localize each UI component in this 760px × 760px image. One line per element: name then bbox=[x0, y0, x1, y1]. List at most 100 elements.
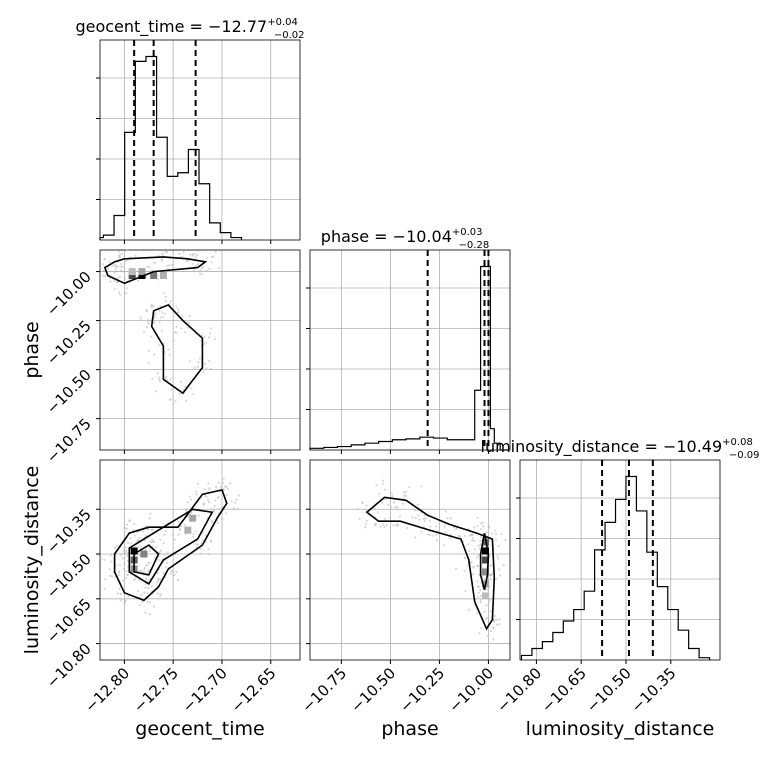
sample-point bbox=[477, 554, 480, 557]
sample-point bbox=[495, 623, 498, 626]
sample-point bbox=[161, 252, 164, 255]
sample-point bbox=[210, 255, 214, 259]
sample-point bbox=[121, 557, 124, 560]
sample-point bbox=[119, 293, 122, 296]
sample-point bbox=[177, 310, 180, 314]
histogram-steps bbox=[99, 55, 243, 240]
sample-point bbox=[207, 553, 210, 556]
sample-point bbox=[170, 388, 173, 391]
sample-point bbox=[502, 564, 505, 567]
sample-point bbox=[374, 522, 377, 525]
sample-point bbox=[206, 269, 209, 272]
sample-point bbox=[114, 265, 117, 268]
sample-point bbox=[190, 387, 193, 390]
sample-point bbox=[479, 528, 482, 531]
sample-point bbox=[213, 338, 216, 341]
sample-point bbox=[110, 560, 113, 563]
sample-point bbox=[364, 522, 367, 526]
sample-point bbox=[427, 533, 430, 536]
sample-point bbox=[477, 585, 480, 588]
sample-point bbox=[184, 509, 188, 512]
sample-point bbox=[402, 490, 406, 494]
sample-point bbox=[143, 568, 146, 571]
sample-point bbox=[103, 275, 107, 278]
sample-point bbox=[483, 610, 486, 613]
sample-point bbox=[225, 493, 228, 497]
sample-point bbox=[126, 554, 129, 558]
sample-point bbox=[124, 546, 127, 549]
sample-point bbox=[128, 520, 131, 523]
sample-point bbox=[164, 377, 167, 380]
sample-point bbox=[143, 331, 146, 334]
y-tick-label: −10.00 bbox=[43, 268, 95, 320]
sample-point bbox=[119, 592, 122, 595]
sample-point bbox=[196, 254, 199, 257]
sample-point bbox=[166, 264, 169, 267]
sample-point bbox=[495, 618, 498, 621]
sample-point bbox=[477, 544, 480, 548]
sample-point bbox=[124, 551, 127, 554]
sample-point bbox=[435, 525, 438, 528]
sample-point bbox=[196, 543, 200, 546]
sample-point bbox=[498, 623, 501, 626]
sample-point bbox=[203, 335, 206, 338]
sample-point bbox=[464, 590, 467, 593]
y-tick-label: −10.35 bbox=[43, 505, 95, 557]
axes-frame bbox=[99, 459, 301, 661]
sample-point bbox=[146, 591, 149, 594]
sample-point bbox=[153, 353, 156, 356]
sample-point bbox=[378, 492, 381, 495]
sample-point bbox=[495, 577, 498, 580]
sample-point bbox=[168, 354, 171, 357]
sample-point bbox=[208, 359, 211, 363]
sample-point bbox=[230, 500, 233, 503]
sample-point bbox=[159, 595, 162, 598]
sample-point bbox=[169, 377, 173, 380]
sample-point bbox=[118, 250, 121, 253]
sample-point bbox=[403, 494, 406, 497]
sample-point bbox=[143, 591, 146, 594]
y-tick-label: −10.25 bbox=[43, 317, 95, 369]
sample-point bbox=[116, 592, 119, 595]
sample-point bbox=[491, 532, 494, 535]
sample-point bbox=[205, 495, 208, 498]
sample-point bbox=[160, 330, 163, 333]
sample-point bbox=[192, 535, 195, 538]
sample-point bbox=[392, 524, 395, 527]
sample-point bbox=[236, 507, 239, 510]
sample-point bbox=[139, 318, 142, 321]
x-tick-label: −10.00 bbox=[445, 664, 497, 716]
sample-point bbox=[200, 552, 203, 555]
sample-point bbox=[179, 380, 182, 383]
sample-point bbox=[468, 534, 471, 537]
sample-point bbox=[443, 525, 446, 528]
sample-point bbox=[174, 400, 177, 403]
sample-point bbox=[139, 545, 143, 548]
sample-point bbox=[102, 263, 105, 266]
sample-point bbox=[492, 638, 495, 641]
sample-point bbox=[178, 527, 181, 531]
sample-point bbox=[124, 526, 127, 530]
sample-point bbox=[476, 580, 479, 583]
sample-point bbox=[226, 487, 230, 490]
sample-point bbox=[385, 523, 388, 527]
sample-point bbox=[181, 314, 184, 317]
sample-point bbox=[122, 270, 125, 273]
sample-point bbox=[146, 265, 149, 269]
sample-point bbox=[172, 570, 175, 573]
sample-point bbox=[216, 521, 219, 524]
sample-point bbox=[156, 581, 159, 584]
sample-point bbox=[489, 564, 492, 567]
sample-point bbox=[168, 398, 171, 401]
sample-point bbox=[417, 514, 420, 517]
sample-point bbox=[153, 321, 156, 324]
sample-point bbox=[205, 367, 208, 370]
sample-point bbox=[163, 292, 166, 295]
axes-frame bbox=[309, 249, 511, 451]
sample-point bbox=[129, 537, 132, 540]
sample-point bbox=[173, 538, 176, 541]
sample-point bbox=[395, 523, 398, 526]
sample-point bbox=[123, 562, 126, 566]
sample-point bbox=[180, 327, 183, 330]
sample-point bbox=[449, 537, 452, 540]
